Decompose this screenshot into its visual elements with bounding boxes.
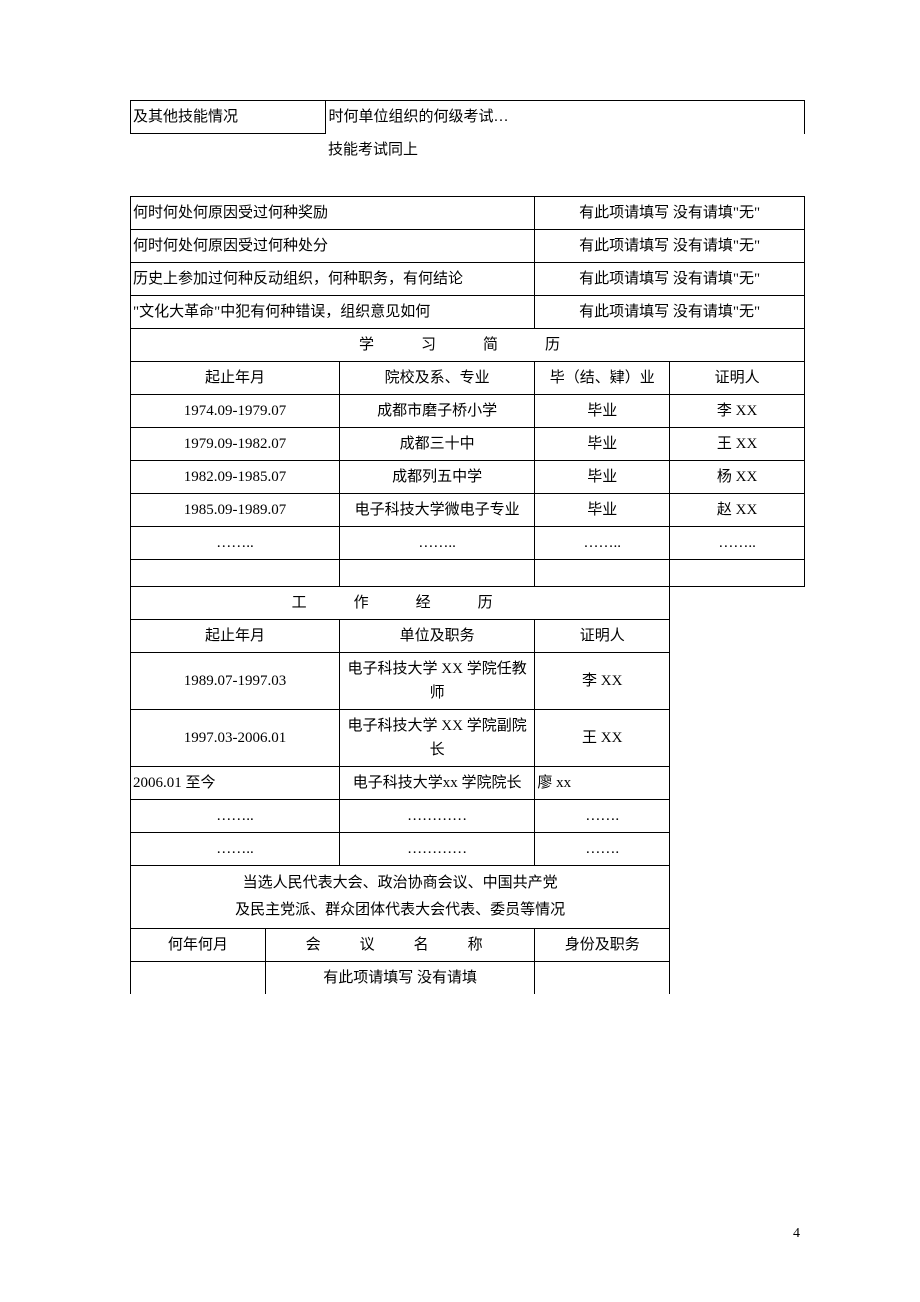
blank-cell [131, 559, 340, 586]
work-header-unit: 单位及职务 [339, 619, 534, 652]
election-meeting-0: 有此项请填写 没有请填 [265, 961, 535, 994]
blank-cell [670, 559, 805, 586]
work-witness-2: 廖 xx [535, 766, 670, 799]
study-period-3: 1985.09-1989.07 [131, 493, 340, 526]
work-witness-0: 李 XX [535, 652, 670, 709]
work-period-0: 1989.07-1997.03 [131, 652, 340, 709]
skills-label-text: 及其他技能情况 [133, 109, 238, 125]
blank-cell [535, 559, 670, 586]
award-row-2: 历史上参加过何种反动组织，何种职务，有何结论 有此项请填写 没有请填"无" [131, 262, 805, 295]
study-period-1: 1979.09-1982.07 [131, 427, 340, 460]
skills-label: 及其他技能情况 [131, 101, 326, 134]
award-row-0: 何时何处何原因受过何种奖励 有此项请填写 没有请填"无" [131, 196, 805, 229]
study-school-0: 成都市磨子桥小学 [339, 394, 534, 427]
election-header-meeting: 会 议 名 称 [265, 928, 535, 961]
work-unit-4: ………… [339, 832, 534, 865]
skills-table: 及其他技能情况 时何单位组织的何级考试… 技能考试同上 [130, 100, 805, 166]
work-unit-3: ………… [339, 799, 534, 832]
blank-cell [339, 559, 534, 586]
work-header-witness: 证明人 [535, 619, 670, 652]
study-row-2: 1982.09-1985.07 成都列五中学 毕业 杨 XX [131, 460, 805, 493]
election-role-0 [535, 961, 670, 994]
study-header-school: 院校及系、专业 [339, 361, 534, 394]
election-header-date: 何年何月 [131, 928, 266, 961]
study-status-2: 毕业 [535, 460, 670, 493]
work-unit-0: 电子科技大学 XX 学院任教师 [339, 652, 534, 709]
study-period-0: 1974.09-1979.07 [131, 394, 340, 427]
award-label-2: 历史上参加过何种反动组织，何种职务，有何结论 [131, 262, 535, 295]
study-status-1: 毕业 [535, 427, 670, 460]
work-witness-1: 王 XX [535, 709, 670, 766]
study-header-witness: 证明人 [670, 361, 805, 394]
study-row-3: 1985.09-1989.07 电子科技大学微电子专业 毕业 赵 XX [131, 493, 805, 526]
study-header-period: 起止年月 [131, 361, 340, 394]
election-header-role: 身份及职务 [535, 928, 670, 961]
study-school-3: 电子科技大学微电子专业 [339, 493, 534, 526]
study-status-3: 毕业 [535, 493, 670, 526]
main-table: 何时何处何原因受过何种奖励 有此项请填写 没有请填"无" 何时何处何原因受过何种… [130, 196, 805, 994]
work-unit-1: 电子科技大学 XX 学院副院长 [339, 709, 534, 766]
election-title-line2: 及民主党派、群众团体代表大会代表、委员等情况 [235, 902, 565, 918]
study-row-0: 1974.09-1979.07 成都市磨子桥小学 毕业 李 XX [131, 394, 805, 427]
award-label-3: "文化大革命"中犯有何种错误，组织意见如何 [131, 295, 535, 328]
work-period-1: 1997.03-2006.01 [131, 709, 340, 766]
study-row-1: 1979.09-1982.07 成都三十中 毕业 王 XX [131, 427, 805, 460]
work-witness-4: ……. [535, 832, 670, 865]
study-witness-1: 王 XX [670, 427, 805, 460]
skills-value-line1-cell: 时何单位组织的何级考试… [326, 101, 805, 134]
page-number: 4 [793, 1226, 800, 1242]
award-label-0: 何时何处何原因受过何种奖励 [131, 196, 535, 229]
study-header-row: 起止年月 院校及系、专业 毕（结、肄）业 证明人 [131, 361, 805, 394]
work-period-3: …….. [131, 799, 340, 832]
study-header-status: 毕（结、肄）业 [535, 361, 670, 394]
study-blank-row [131, 559, 805, 586]
work-title: 工 作 经 历 [131, 586, 670, 619]
skills-value-line2-cell: 技能考试同上 [326, 134, 805, 166]
award-value-3: 有此项请填写 没有请填"无" [535, 295, 805, 328]
election-date-0 [131, 961, 266, 994]
study-status-0: 毕业 [535, 394, 670, 427]
study-school-2: 成都列五中学 [339, 460, 534, 493]
award-row-3: "文化大革命"中犯有何种错误，组织意见如何 有此项请填写 没有请填"无" [131, 295, 805, 328]
study-period-2: 1982.09-1985.07 [131, 460, 340, 493]
study-title-row: 学 习 简 历 [131, 328, 805, 361]
work-witness-3: ……. [535, 799, 670, 832]
study-school-1: 成都三十中 [339, 427, 534, 460]
award-value-0: 有此项请填写 没有请填"无" [535, 196, 805, 229]
study-witness-3: 赵 XX [670, 493, 805, 526]
election-title-line1: 当选人民代表大会、政治协商会议、中国共产党 [243, 875, 558, 891]
award-value-1: 有此项请填写 没有请填"无" [535, 229, 805, 262]
study-period-4: …….. [131, 526, 340, 559]
award-row-1: 何时何处何原因受过何种处分 有此项请填写 没有请填"无" [131, 229, 805, 262]
study-witness-0: 李 XX [670, 394, 805, 427]
work-unit-2: 电子科技大学xx 学院院长 [339, 766, 534, 799]
election-title-cell: 当选人民代表大会、政治协商会议、中国共产党 及民主党派、群众团体代表大会代表、委… [131, 865, 670, 928]
work-header-period: 起止年月 [131, 619, 340, 652]
skills-value-line2: 技能考试同上 [328, 142, 418, 158]
study-witness-2: 杨 XX [670, 460, 805, 493]
study-row-4: …….. …….. …….. …….. [131, 526, 805, 559]
study-status-4: …….. [535, 526, 670, 559]
work-period-4: …….. [131, 832, 340, 865]
award-label-1: 何时何处何原因受过何种处分 [131, 229, 535, 262]
skills-value-line1: 时何单位组织的何级考试… [328, 109, 508, 125]
study-school-4: …….. [339, 526, 534, 559]
study-title: 学 习 简 历 [131, 328, 805, 361]
work-period-2: 2006.01 至今 [131, 766, 340, 799]
right-blank [670, 586, 805, 994]
study-witness-4: …….. [670, 526, 805, 559]
work-title-row: 工 作 经 历 [131, 586, 805, 619]
award-value-2: 有此项请填写 没有请填"无" [535, 262, 805, 295]
